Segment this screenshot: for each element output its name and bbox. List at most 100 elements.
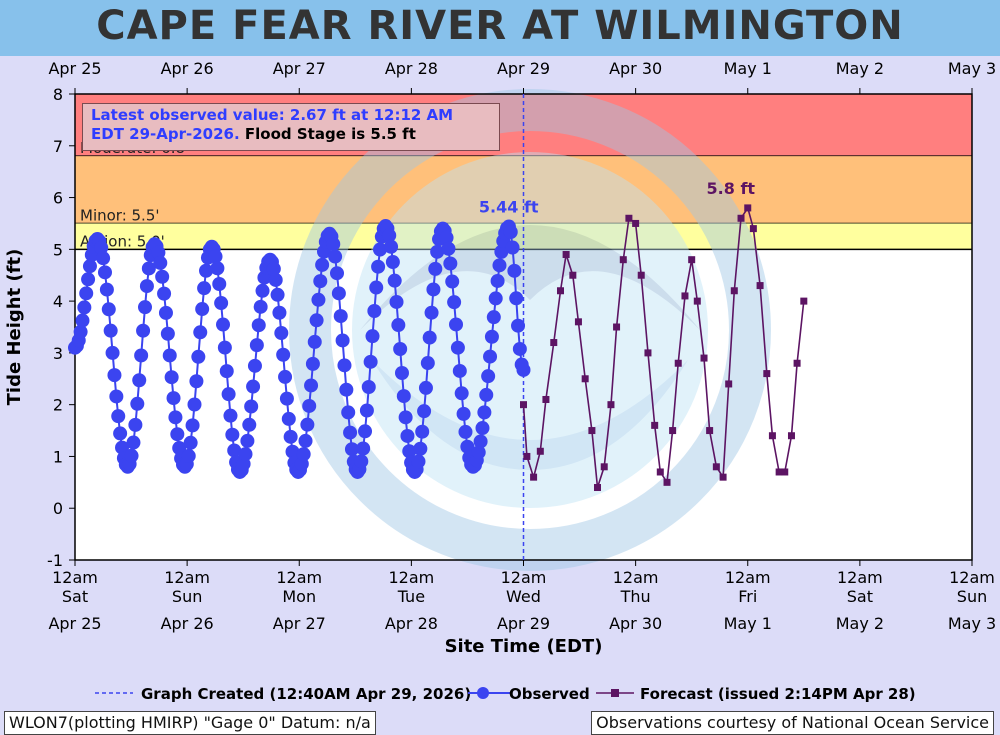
legend-created-label: Graph Created (12:40AM Apr 29, 2026) bbox=[141, 685, 471, 703]
observed-point bbox=[488, 291, 503, 306]
bottom-tick-day: Tue bbox=[397, 587, 425, 606]
observed-point bbox=[164, 370, 179, 385]
top-tick-label: Apr 26 bbox=[161, 59, 214, 78]
bottom-tick-day: Wed bbox=[506, 587, 541, 606]
bottom-tick-time: 12am bbox=[389, 568, 435, 587]
forecast-point bbox=[588, 427, 596, 435]
forecast-point bbox=[781, 468, 789, 476]
observed-point bbox=[313, 274, 328, 289]
observed-point bbox=[268, 272, 283, 287]
observed-point bbox=[251, 318, 266, 333]
forecast-point bbox=[688, 256, 696, 264]
observed-point bbox=[157, 286, 172, 301]
observed-point bbox=[483, 349, 498, 364]
forecast-point bbox=[725, 380, 733, 388]
bottom-tick-day: Sat bbox=[62, 587, 88, 606]
forecast-point bbox=[581, 375, 589, 383]
forecast-point bbox=[744, 204, 752, 212]
observed-point bbox=[270, 287, 285, 302]
observed-point bbox=[185, 418, 200, 433]
top-tick-label: Apr 27 bbox=[273, 59, 326, 78]
observed-point bbox=[365, 329, 380, 344]
forecast-point bbox=[569, 271, 577, 279]
observed-point bbox=[244, 399, 259, 414]
observed-point bbox=[337, 358, 352, 373]
forecast-point bbox=[656, 468, 664, 476]
forecast-point bbox=[768, 432, 776, 440]
observed-point bbox=[460, 439, 475, 454]
observed-point bbox=[354, 454, 369, 469]
observed-point bbox=[509, 291, 524, 306]
forecast-point bbox=[619, 256, 627, 264]
observed-point bbox=[137, 300, 152, 315]
top-tick-label: Apr 29 bbox=[497, 59, 550, 78]
y-tick-label: 6 bbox=[53, 189, 63, 208]
observed-point bbox=[426, 282, 441, 297]
observed-point bbox=[363, 354, 378, 369]
title-bar bbox=[0, 0, 1000, 56]
observed-point bbox=[134, 348, 149, 363]
observed-point bbox=[326, 237, 341, 252]
forecast-point bbox=[681, 292, 689, 300]
forecast-point bbox=[693, 297, 701, 305]
observed-point bbox=[274, 326, 289, 341]
observed-point bbox=[477, 405, 492, 420]
observed-point bbox=[214, 296, 229, 311]
observed-point bbox=[107, 368, 122, 383]
observed-point bbox=[281, 411, 296, 426]
observed-point bbox=[484, 329, 499, 344]
observed-point bbox=[494, 244, 509, 259]
observed-point bbox=[507, 263, 522, 278]
y-tick-label: 0 bbox=[53, 499, 63, 518]
observed-point bbox=[398, 410, 413, 425]
observed-point bbox=[387, 273, 402, 288]
bottom-tick-date: Apr 29 bbox=[497, 614, 550, 633]
observed-point bbox=[128, 417, 143, 432]
observed-point bbox=[246, 379, 261, 394]
forecast-point bbox=[542, 395, 550, 403]
observed-point bbox=[82, 259, 97, 274]
observed-point bbox=[393, 342, 408, 357]
observed-point bbox=[328, 249, 343, 264]
y-tick-label: 2 bbox=[53, 396, 63, 415]
bottom-tick-time: 12am bbox=[613, 568, 659, 587]
observed-point bbox=[298, 433, 313, 448]
observed-point bbox=[77, 300, 92, 315]
bottom-tick-time: 12am bbox=[501, 568, 547, 587]
flood-label-1: Minor: 5.5' bbox=[80, 206, 160, 224]
observed-point bbox=[443, 256, 458, 271]
observed-point bbox=[208, 249, 223, 264]
observed-point bbox=[101, 302, 116, 317]
observed-point bbox=[227, 443, 242, 458]
observed-point bbox=[445, 274, 460, 289]
observed-point bbox=[94, 240, 109, 255]
forecast-line bbox=[522, 205, 805, 488]
forecast-point bbox=[530, 473, 538, 481]
bottom-tick-day: Sat bbox=[847, 587, 873, 606]
forecast-point bbox=[520, 401, 527, 409]
forecast-point bbox=[663, 478, 671, 486]
forecast-point bbox=[562, 251, 570, 259]
bottom-tick-date: Apr 27 bbox=[273, 614, 326, 633]
observed-point bbox=[223, 408, 238, 423]
bottom-tick-day: Sun bbox=[172, 587, 202, 606]
bottom-tick-time: 12am bbox=[837, 568, 883, 587]
observed-point bbox=[441, 241, 456, 256]
x-axis-label: Site Time (EDT) bbox=[445, 636, 603, 657]
forecast-point bbox=[800, 297, 808, 305]
observed-point bbox=[454, 386, 469, 401]
observed-point bbox=[512, 341, 527, 356]
observed-point bbox=[249, 338, 264, 353]
observed-point bbox=[155, 269, 170, 284]
observed-point bbox=[242, 417, 257, 432]
y-axis-label: Tide Height (ft) bbox=[4, 249, 25, 406]
observed-point bbox=[255, 283, 270, 298]
bottom-tick-date: May 1 bbox=[724, 614, 772, 633]
footer-credit: Observations courtesy of National Ocean … bbox=[591, 711, 994, 735]
observed-point bbox=[511, 318, 526, 333]
observed-point bbox=[276, 347, 291, 362]
observed-point bbox=[96, 251, 111, 266]
observed-point bbox=[473, 434, 488, 449]
footer-gage-info: WLON7(plotting HMIRP) "Gage 0" Datum: n/… bbox=[4, 711, 376, 735]
